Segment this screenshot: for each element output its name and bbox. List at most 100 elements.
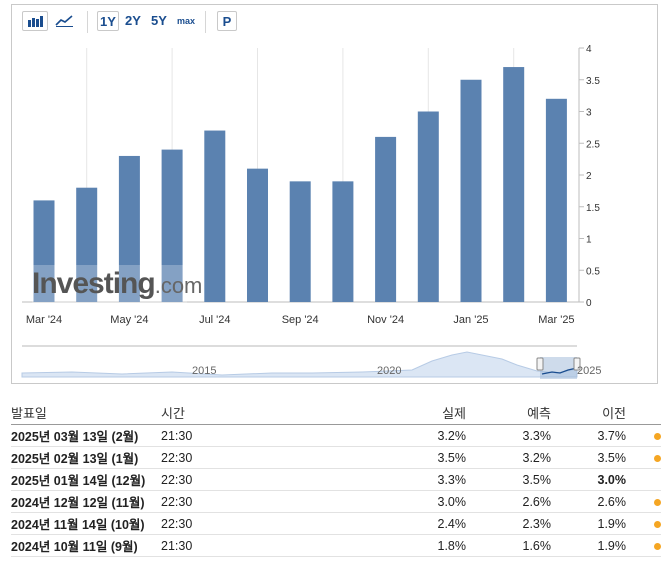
alert-dot-icon[interactable]	[654, 520, 661, 528]
x-tick-label: May '24	[110, 314, 148, 326]
toolbar-divider	[87, 11, 88, 33]
y-tick-label: 3.5	[586, 76, 600, 87]
row-bullet-cell	[626, 468, 661, 491]
investing-watermark: Investing.com	[32, 267, 202, 301]
row-bullet-cell	[626, 490, 661, 513]
table-row: 2025년 03월 13일 (2월) 21:30 3.2% 3.3% 3.7%	[11, 424, 661, 447]
range-2y-button[interactable]: 2Y	[125, 13, 141, 28]
row-previous: 3.5%	[551, 446, 626, 469]
header-bullet	[626, 400, 661, 425]
row-forecast: 3.3%	[466, 424, 551, 447]
bar[interactable]	[247, 168, 268, 302]
navigator-left-handle[interactable]	[536, 357, 544, 371]
bar[interactable]	[118, 155, 140, 302]
bar[interactable]	[204, 130, 226, 302]
row-forecast: 2.3%	[466, 512, 551, 535]
row-date: 2025년 03월 13일 (2월)	[11, 424, 161, 447]
x-tick-label: Jul '24	[199, 314, 230, 326]
bar[interactable]	[417, 111, 439, 303]
table-row: 2025년 02월 13일 (1월) 22:30 3.5% 3.2% 3.5%	[11, 446, 661, 469]
row-date: 2024년 12월 12일 (11월)	[11, 490, 161, 513]
row-date: 2025년 02월 13일 (1월)	[11, 446, 161, 469]
row-time: 21:30	[161, 424, 251, 447]
y-tick-label: 3	[586, 108, 592, 119]
row-time: 22:30	[161, 490, 251, 513]
bar-chart-icon[interactable]	[22, 11, 48, 31]
bar[interactable]	[375, 136, 397, 302]
row-actual: 2.4%	[251, 512, 466, 535]
table-header-row: 발표일 시간 실제 예측 이전	[11, 400, 661, 425]
bar[interactable]	[332, 181, 354, 302]
row-forecast: 1.6%	[466, 534, 551, 557]
alert-dot-icon[interactable]	[654, 542, 661, 550]
range-navigator[interactable]: 2015 2020 2025	[12, 343, 657, 383]
row-forecast: 2.6%	[466, 490, 551, 513]
toolbar-divider	[205, 11, 206, 33]
row-forecast: 3.5%	[466, 468, 551, 491]
header-date: 발표일	[11, 400, 161, 425]
row-actual: 1.8%	[251, 534, 466, 557]
row-previous: 1.9%	[551, 534, 626, 557]
bar[interactable]	[33, 200, 55, 302]
range-5y-button[interactable]: 5Y	[151, 13, 167, 28]
economic-calendar-table: 발표일 시간 실제 예측 이전 2025년 03월 13일 (2월) 21:30 3…	[11, 400, 661, 557]
table-row: 2024년 12월 12일 (11월) 22:30 3.0% 2.6% 2.6%	[11, 490, 661, 513]
table-row: 2024년 10월 11일 (9월) 21:30 1.8% 1.6% 1.9%	[11, 534, 661, 557]
navigator-label: 2015	[192, 365, 216, 377]
row-actual: 3.2%	[251, 424, 466, 447]
row-actual: 3.5%	[251, 446, 466, 469]
bar[interactable]	[460, 79, 482, 302]
table-row: 2024년 11월 14일 (10월) 22:30 2.4% 2.3% 1.9%	[11, 512, 661, 535]
bar[interactable]	[289, 181, 311, 302]
header-previous: 이전	[551, 400, 626, 425]
header-forecast: 예측	[466, 400, 551, 425]
row-bullet-cell	[626, 534, 661, 557]
row-date: 2025년 01월 14일 (12월)	[11, 468, 161, 491]
watermark-suffix: .com	[154, 273, 203, 298]
navigator-label: 2020	[377, 365, 401, 377]
row-previous: 2.6%	[551, 490, 626, 513]
bar[interactable]	[161, 149, 183, 302]
y-tick-label: 0.5	[586, 266, 600, 277]
row-bullet-cell	[626, 446, 661, 469]
row-actual: 3.3%	[251, 468, 466, 491]
x-tick-label: Jan '25	[453, 314, 488, 326]
line-chart-icon[interactable]	[52, 11, 78, 31]
range-1y-button[interactable]: 1Y	[97, 11, 119, 31]
alert-dot-icon[interactable]	[654, 432, 661, 440]
watermark-brand: Investing	[32, 267, 156, 300]
y-tick-label: 4	[586, 44, 592, 55]
row-time: 22:30	[161, 512, 251, 535]
bar[interactable]	[503, 67, 525, 302]
row-actual: 3.0%	[251, 490, 466, 513]
chart-toolbar: 1Y 2Y 5Y max P	[12, 5, 657, 37]
row-previous: 3.7%	[551, 424, 626, 447]
bar[interactable]	[76, 187, 98, 302]
row-forecast: 3.2%	[466, 446, 551, 469]
alert-dot-icon[interactable]	[654, 454, 661, 462]
row-previous: 3.0%	[551, 468, 626, 491]
row-bullet-cell	[626, 512, 661, 535]
range-max-button[interactable]: max	[176, 16, 195, 26]
x-tick-label: Mar '25	[538, 314, 574, 326]
watermark-veil	[32, 265, 187, 303]
navigator-selection[interactable]	[540, 357, 577, 379]
p-button[interactable]: P	[217, 11, 237, 31]
bar[interactable]	[545, 98, 567, 302]
y-tick-label: 2	[586, 171, 592, 182]
y-tick-label: 1.5	[586, 203, 600, 214]
alert-dot-icon[interactable]	[654, 498, 661, 506]
x-tick-label: Sep '24	[282, 314, 319, 326]
row-time: 22:30	[161, 446, 251, 469]
table-row: 2025년 01월 14일 (12월) 22:30 3.3% 3.5% 3.0%	[11, 468, 661, 491]
row-date: 2024년 10월 11일 (9월)	[11, 534, 161, 557]
row-date: 2024년 11월 14일 (10월)	[11, 512, 161, 535]
row-time: 22:30	[161, 468, 251, 491]
bar-chart: 0 0.5 1 1.5 2 2.5 3 3.5 4 Mar '24 May '24 Jul '24 Se…	[22, 44, 600, 326]
chart-panel: 1Y 2Y 5Y max P 0 0.5 1 1.5 2 2.5 3 3.5 4 Mar '24 M…	[11, 4, 658, 384]
row-bullet-cell	[626, 424, 661, 447]
navigator-series	[21, 351, 578, 378]
header-actual: 실제	[251, 400, 466, 425]
row-time: 21:30	[161, 534, 251, 557]
navigator-right-handle[interactable]	[573, 357, 581, 371]
